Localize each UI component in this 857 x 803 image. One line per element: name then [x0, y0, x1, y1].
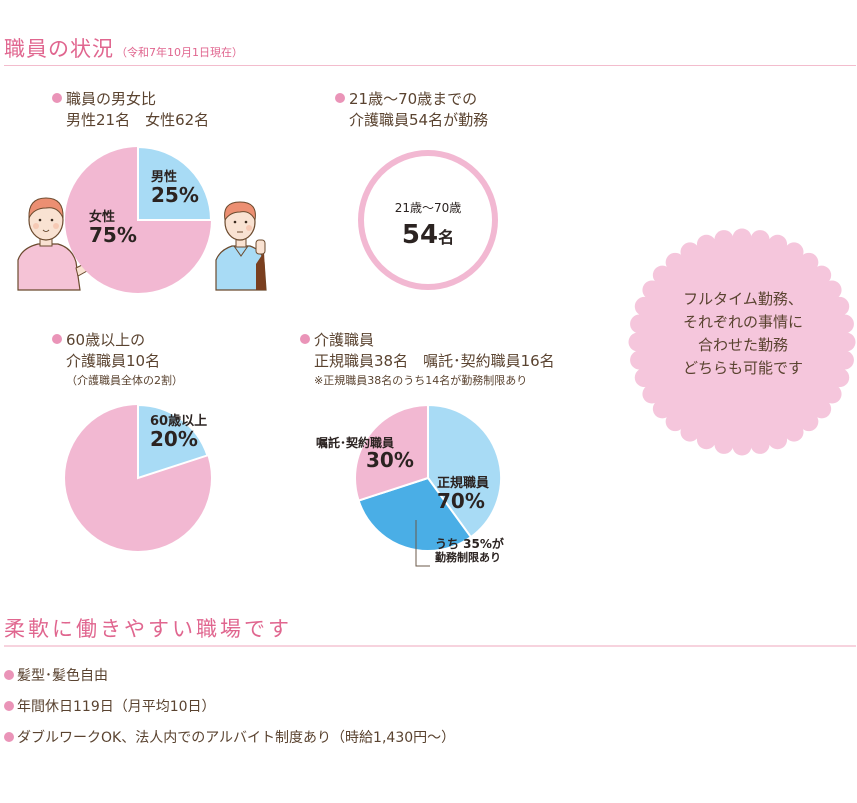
list-item-text: 髪型･髪色自由 [17, 668, 108, 684]
badge-line: フルタイム勤務、 [683, 290, 803, 308]
age-range-heading-text: 21歳〜70歳までの [349, 90, 478, 108]
badge-line: 合わせた勤務 [697, 336, 788, 354]
female-percent: 75% [89, 222, 137, 247]
senior-slice-name: 60歳以上 [150, 414, 208, 429]
staff-count-ring: 21歳〜70歳 54名 [358, 150, 498, 290]
section-divider [4, 645, 856, 647]
senior-heading-line2: 介護職員10名 [66, 352, 161, 370]
senior-slice-label: 60歳以上 20% [150, 415, 207, 450]
bullet-dot-icon [4, 732, 14, 742]
care-staff-detail: 正規職員38名 嘱託･契約職員16名 [314, 352, 555, 370]
ring-count-unit: 名 [438, 228, 455, 247]
regular-percent: 70% [437, 488, 485, 513]
male-slice-label: 男性 25% [151, 171, 199, 206]
care-staff-heading-text: 介護職員 [314, 331, 375, 349]
bullet-dot-icon [52, 334, 62, 344]
senior-heading-text: 60歳以上の [66, 331, 146, 349]
badge-text: フルタイム勤務、 それぞれの事情に 合わせた勤務 どちらも可能です [636, 288, 850, 380]
restricted-line1: うち 35%が [435, 537, 504, 551]
male-staff-illustration [215, 201, 267, 291]
ring-count: 54名 [364, 220, 492, 250]
ring-count-number: 54 [401, 220, 439, 250]
bullet-dot-icon [4, 701, 14, 711]
age-range-heading-line2: 介護職員54名が勤務 [349, 111, 489, 129]
section-subtitle-date: （令和7年10月1日現在） [116, 46, 243, 59]
male-percent: 25% [151, 182, 199, 207]
list-item: 髪型･髪色自由 [4, 664, 455, 695]
care-staff-heading: 介護職員 正規職員38名 嘱託･契約職員16名 ※正規職員38名のうち14名が勤… [300, 330, 555, 389]
ring-age-range: 21歳〜70歳 [394, 201, 462, 215]
senior-heading: 60歳以上の 介護職員10名 （介護職員全体の2割） [52, 330, 183, 389]
regular-slice-label: 正規職員 70% [437, 477, 489, 512]
contract-label: 嘱託･契約職員 [316, 436, 395, 450]
contract-slice-label: 嘱託･契約職員 30% [316, 437, 414, 471]
badge-line: それぞれの事情に [682, 313, 803, 331]
gender-detail: 男性21名 女性62名 [66, 111, 210, 129]
list-item: ダブルワークOK、法人内でのアルバイト制度あり（時給1,430円〜） [4, 726, 455, 757]
list-item-text: 年間休日119日（月平均10日） [17, 699, 216, 715]
bullet-dot-icon [335, 93, 345, 103]
care-staff-note: ※正規職員38名のうち14名が勤務制限あり [314, 374, 528, 387]
restricted-annotation: うち 35%が 勤務制限あり [435, 537, 504, 565]
senior-note: （介護職員全体の2割） [66, 374, 183, 387]
bullet-dot-icon [4, 670, 14, 680]
contract-percent: 30% [366, 447, 414, 472]
section-title-staff-status: 職員の状況 （令和7年10月1日現在） [4, 33, 243, 63]
section-title-text: 柔軟に働きやすい職場です [4, 617, 292, 641]
restricted-line2: 勤務制限あり [435, 551, 501, 564]
bullet-dot-icon [52, 93, 62, 103]
benefits-list: 髪型･髪色自由 年間休日119日（月平均10日） ダブルワークOK、法人内でのア… [4, 664, 455, 757]
bullet-dot-icon [300, 334, 310, 344]
male-label: 男性 [151, 170, 178, 185]
senior-slice-percent: 20% [150, 426, 198, 451]
section-title-text: 職員の状況 [4, 37, 114, 61]
list-item: 年間休日119日（月平均10日） [4, 695, 455, 726]
gender-heading-text: 職員の男女比 [66, 90, 157, 108]
senior-pie-chart [65, 403, 211, 551]
regular-label: 正規職員 [437, 476, 490, 491]
female-label: 女性 [89, 210, 116, 225]
female-slice-label: 女性 75% [89, 211, 137, 246]
gender-pie-chart [17, 145, 267, 293]
section-title-flexible-workplace: 柔軟に働きやすい職場です [4, 613, 292, 643]
care-staff-pie-chart [354, 403, 503, 567]
section-divider [4, 65, 856, 66]
scalloped-badge [628, 228, 856, 456]
list-item-text: ダブルワークOK、法人内でのアルバイト制度あり（時給1,430円〜） [17, 730, 456, 746]
badge-line: どちらも可能です [682, 359, 803, 377]
age-range-heading: 21歳〜70歳までの 介護職員54名が勤務 [335, 89, 488, 131]
gender-heading: 職員の男女比 男性21名 女性62名 [52, 89, 209, 131]
